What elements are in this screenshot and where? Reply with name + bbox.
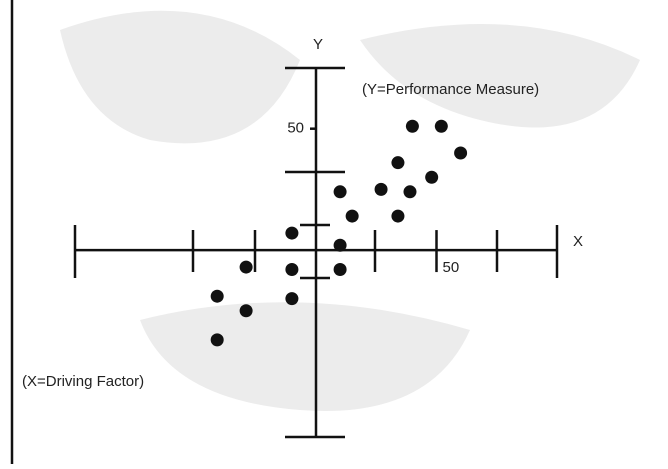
- watermark-shape: [140, 302, 470, 411]
- watermark-shape: [360, 24, 640, 128]
- point: [334, 239, 347, 252]
- y-tick-label: 50: [287, 120, 304, 137]
- point: [375, 183, 388, 196]
- point: [240, 261, 253, 274]
- point: [334, 263, 347, 276]
- point: [391, 210, 404, 223]
- point: [285, 227, 298, 240]
- point: [403, 185, 416, 198]
- chart: Y X (Y=Performance Measure) (X=Driving F…: [0, 0, 668, 464]
- x-axis-name: X: [573, 233, 583, 250]
- point: [425, 171, 438, 184]
- x-axis-label: (X=Driving Factor): [22, 373, 144, 390]
- watermark-shape: [60, 11, 300, 144]
- point: [334, 185, 347, 198]
- point: [454, 146, 467, 159]
- point: [406, 120, 419, 133]
- point: [285, 263, 298, 276]
- x-tick-label: 50: [443, 259, 460, 276]
- point: [391, 156, 404, 169]
- point: [346, 210, 359, 223]
- point: [211, 333, 224, 346]
- point: [435, 120, 448, 133]
- point: [211, 290, 224, 303]
- y-axis-name: Y: [313, 36, 323, 53]
- point: [240, 304, 253, 317]
- y-axis-label: (Y=Performance Measure): [362, 81, 539, 98]
- point: [285, 292, 298, 305]
